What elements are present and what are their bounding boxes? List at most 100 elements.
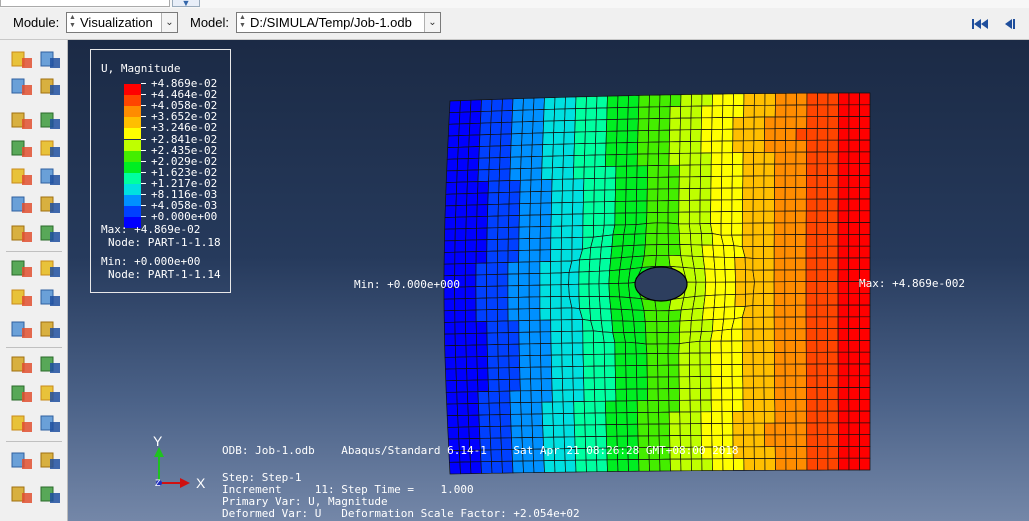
xy-data-manager-icon[interactable] [38,354,62,376]
animate-scale-icon[interactable] [10,258,34,280]
model-select[interactable]: ▲ ▼ D:/SIMULA/Temp/Job-1.odb ⌄ [236,12,441,33]
animate-time-icon[interactable] [38,258,62,280]
mesh-element [658,117,671,131]
mesh-element [741,234,754,248]
mesh-element [712,244,725,258]
mesh-element [443,321,456,335]
chevron-down-icon[interactable]: ⌄ [161,13,177,32]
mesh-element [466,181,479,194]
mesh-element [499,414,512,427]
mesh-element [518,320,530,333]
mesh-element [448,111,461,125]
mesh-element [658,141,670,155]
mesh-element [763,305,775,318]
mesh-element [578,283,590,297]
chevron-down-icon[interactable]: ⌄ [424,13,440,32]
numbering-alt-icon[interactable] [38,49,62,71]
mesh-element [827,363,839,377]
viewport[interactable]: U, Magnitude +4.869e-02 +4.464e-02 +4.058e… [68,40,1029,521]
mesh-element [806,163,818,176]
overlay-plot-icon[interactable] [38,223,62,245]
mesh-element [648,94,661,108]
mesh-element [712,318,725,332]
xy-plot-icon[interactable] [38,383,62,405]
mesh-element [454,344,467,358]
mesh-element [540,343,552,356]
mesh-element [550,202,563,215]
deformed-shape-icon[interactable] [10,110,34,132]
display-group-icon[interactable] [10,413,34,435]
mesh-element [560,272,570,286]
mesh-element [530,378,542,392]
animation-options-icon[interactable] [38,287,62,309]
display-group-manager-icon[interactable] [38,413,62,435]
mesh-element [827,387,839,400]
mesh-element [475,321,488,334]
mesh-element [571,236,584,250]
first-frame-icon[interactable] [970,16,990,32]
mesh-element [806,422,818,436]
mesh-element [785,457,797,471]
mesh-element [626,400,638,413]
material-orientation-icon[interactable] [10,194,34,216]
mesh-element [720,328,733,342]
module-select[interactable]: ▲ ▼ Visualization ⌄ [66,12,178,33]
stress-linearization-icon[interactable] [38,484,62,506]
plot-options-icon[interactable] [38,76,62,98]
mesh-element [659,94,671,108]
mesh-element [838,116,850,129]
mesh-element [486,332,499,346]
mesh-element [731,352,743,365]
mesh-element [712,306,725,320]
mesh-element [700,387,712,401]
mesh-element [572,178,585,192]
mesh-element [741,316,754,330]
contour-plot-icon[interactable] [10,138,34,160]
numbering-icon[interactable] [10,49,34,71]
create-path-icon[interactable] [10,383,34,405]
view-cut-manager-icon[interactable] [38,319,62,341]
material-options-icon[interactable] [38,194,62,216]
free-body-icon[interactable] [10,450,34,472]
mesh-element [816,340,828,353]
contour-mesh-plot[interactable] [68,40,1029,521]
mesh-element [837,387,850,400]
mesh-element [724,269,736,283]
mesh-element [678,211,690,225]
model-select-value: D:/SIMULA/Temp/Job-1.odb [250,15,412,30]
mesh-element [529,366,542,380]
mesh-element [774,422,787,436]
mesh-element [626,130,639,143]
contour-options-icon[interactable] [38,138,62,160]
mesh-element [550,307,562,321]
mesh-element [678,341,691,354]
mesh-element [827,434,839,447]
legend-swatch [124,161,141,173]
symbol-options-icon[interactable] [38,166,62,188]
mesh-element [625,177,638,190]
mesh-element [564,96,577,110]
previous-toolbar-field[interactable] [0,0,170,7]
mesh-element [508,343,520,357]
model-label: Model: [190,15,230,30]
mesh-element [774,175,786,188]
mesh-element [468,426,481,439]
superimpose-icon[interactable] [38,110,62,132]
mesh-element [539,249,552,263]
previous-frame-icon[interactable] [1000,16,1020,32]
query-stress-icon[interactable] [10,484,34,506]
mesh-element [539,272,551,286]
symbol-plot-icon[interactable] [10,166,34,188]
animate-harmonic-icon[interactable] [10,287,34,309]
free-body-manager-icon[interactable] [38,450,62,472]
mesh-element [744,257,754,271]
mesh-element [731,375,744,389]
arrow-down-icon[interactable]: ▼ [172,0,200,8]
mesh-element [763,281,775,294]
view-cut-icon[interactable] [10,319,34,341]
undeformed-shape-icon[interactable] [10,76,34,98]
mesh-element [742,210,754,224]
xy-data-icon[interactable] [10,354,34,376]
legend-tick [141,105,146,107]
allow-multiple-plots-icon[interactable] [10,223,34,245]
